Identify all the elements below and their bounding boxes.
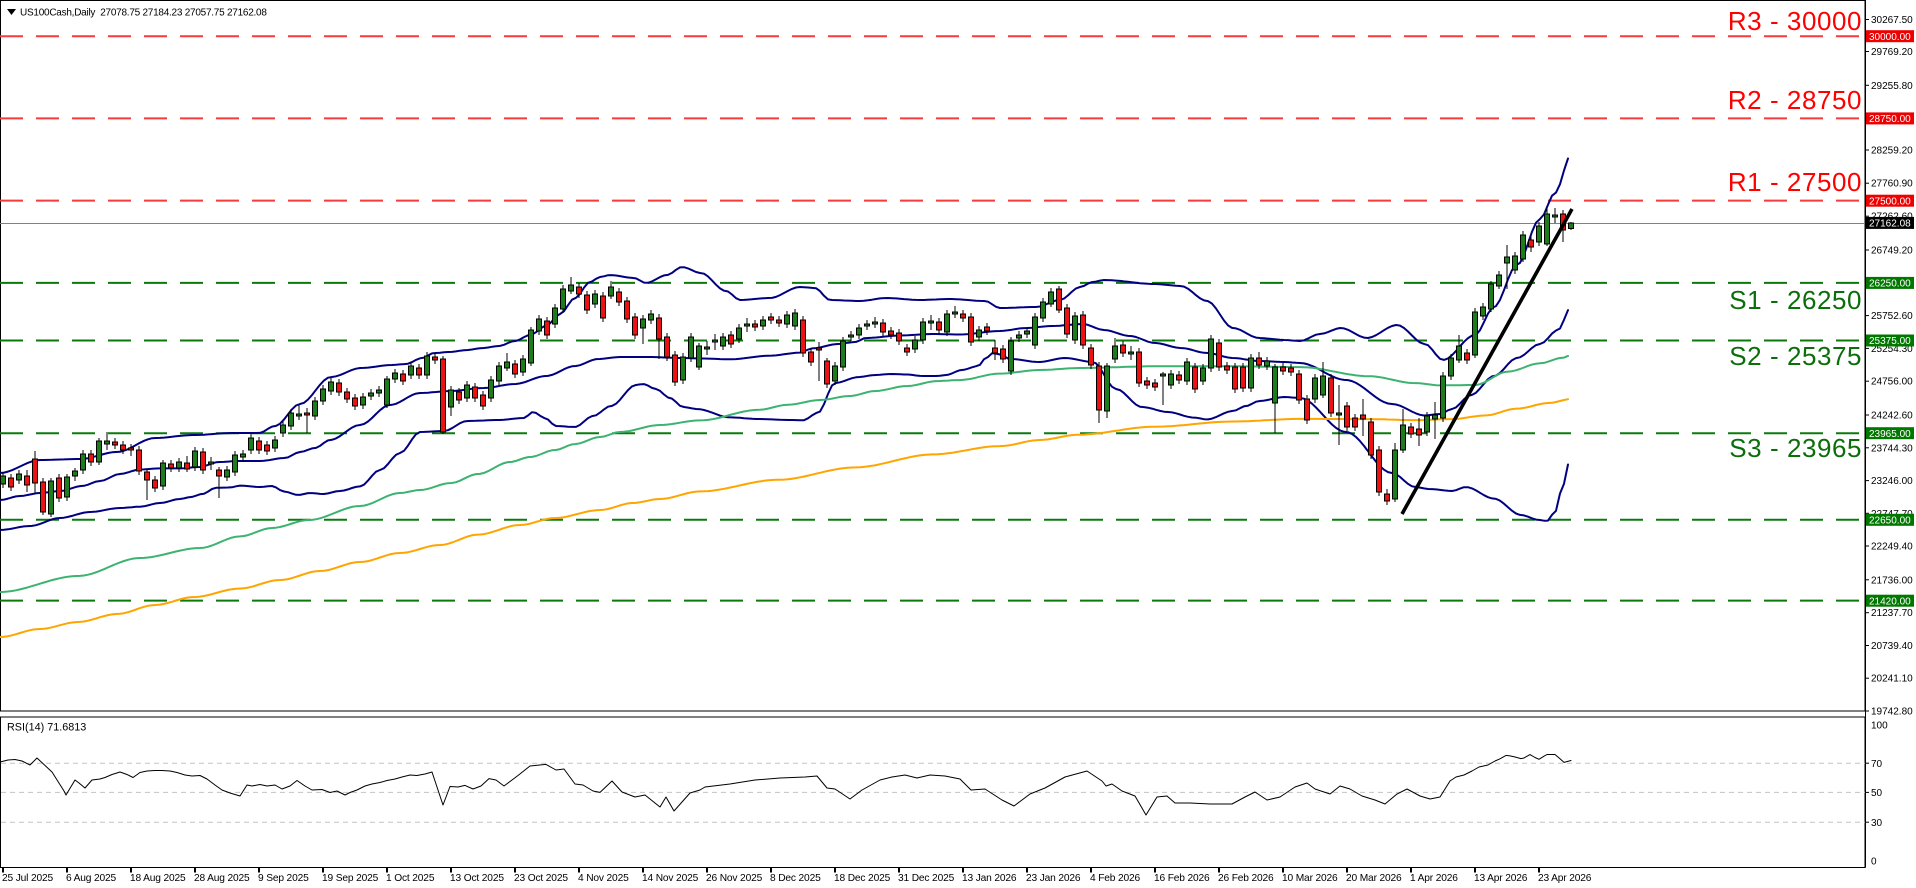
- svg-text:23965.00: 23965.00: [1869, 429, 1911, 440]
- svg-text:21237.70: 21237.70: [1871, 608, 1913, 619]
- svg-text:R3 - 30000: R3 - 30000: [1728, 6, 1862, 36]
- svg-text:20739.40: 20739.40: [1871, 641, 1913, 652]
- svg-text:13 Apr 2026: 13 Apr 2026: [1474, 873, 1528, 884]
- svg-text:RSI(14) 71.6813: RSI(14) 71.6813: [7, 722, 86, 734]
- svg-text:26 Feb 2026: 26 Feb 2026: [1218, 873, 1274, 884]
- svg-text:23 Oct 2025: 23 Oct 2025: [514, 873, 568, 884]
- svg-text:1 Oct 2025: 1 Oct 2025: [386, 873, 435, 884]
- svg-text:24756.00: 24756.00: [1871, 377, 1913, 388]
- svg-text:S3 - 23965: S3 - 23965: [1729, 433, 1862, 463]
- svg-text:13 Oct 2025: 13 Oct 2025: [450, 873, 504, 884]
- svg-text:24242.60: 24242.60: [1871, 411, 1913, 422]
- svg-text:70: 70: [1871, 759, 1883, 770]
- svg-text:R1 - 27500: R1 - 27500: [1728, 167, 1862, 197]
- svg-text:4 Nov 2025: 4 Nov 2025: [578, 873, 629, 884]
- svg-text:20 Mar 2026: 20 Mar 2026: [1346, 873, 1402, 884]
- svg-text:20241.10: 20241.10: [1871, 674, 1913, 685]
- svg-text:28 Aug 2025: 28 Aug 2025: [194, 873, 250, 884]
- svg-text:28750.00: 28750.00: [1869, 114, 1911, 125]
- svg-text:S2 - 25375: S2 - 25375: [1729, 341, 1862, 371]
- svg-text:100: 100: [1871, 721, 1888, 732]
- svg-text:30: 30: [1871, 818, 1883, 829]
- svg-text:25375.00: 25375.00: [1869, 336, 1911, 347]
- svg-text:18 Aug 2025: 18 Aug 2025: [130, 873, 186, 884]
- svg-text:8 Dec 2025: 8 Dec 2025: [770, 873, 821, 884]
- svg-text:10 Mar 2026: 10 Mar 2026: [1282, 873, 1338, 884]
- svg-text:30000.00: 30000.00: [1869, 32, 1911, 43]
- svg-text:50: 50: [1871, 788, 1883, 799]
- svg-text:19742.80: 19742.80: [1871, 707, 1913, 718]
- svg-text:28259.20: 28259.20: [1871, 146, 1913, 157]
- svg-text:31 Dec 2025: 31 Dec 2025: [898, 873, 955, 884]
- svg-text:0: 0: [1871, 856, 1877, 867]
- svg-text:18 Dec 2025: 18 Dec 2025: [834, 873, 891, 884]
- svg-text:25 Jul 2025: 25 Jul 2025: [2, 873, 54, 884]
- svg-text:13 Jan 2026: 13 Jan 2026: [962, 873, 1017, 884]
- svg-text:22249.40: 22249.40: [1871, 542, 1913, 553]
- svg-text:27500.00: 27500.00: [1869, 196, 1911, 207]
- svg-text:R2 - 28750: R2 - 28750: [1728, 85, 1862, 115]
- svg-text:6 Aug 2025: 6 Aug 2025: [66, 873, 117, 884]
- svg-text:23 Apr 2026: 23 Apr 2026: [1538, 873, 1592, 884]
- svg-text:29769.20: 29769.20: [1871, 47, 1913, 58]
- svg-text:26749.20: 26749.20: [1871, 246, 1913, 257]
- svg-text:14 Nov 2025: 14 Nov 2025: [642, 873, 699, 884]
- svg-text:US100Cash,Daily 27078.75 2718: US100Cash,Daily 27078.75 27184.23 27057.…: [20, 7, 267, 18]
- svg-text:25752.60: 25752.60: [1871, 311, 1913, 322]
- svg-text:23744.30: 23744.30: [1871, 443, 1913, 454]
- svg-text:S1 - 26250: S1 - 26250: [1729, 285, 1862, 315]
- svg-text:22650.00: 22650.00: [1869, 516, 1911, 527]
- svg-text:4 Feb 2026: 4 Feb 2026: [1090, 873, 1141, 884]
- svg-text:30267.50: 30267.50: [1871, 15, 1913, 26]
- svg-text:16 Feb 2026: 16 Feb 2026: [1154, 873, 1210, 884]
- svg-text:19 Sep 2025: 19 Sep 2025: [322, 873, 379, 884]
- svg-text:23 Jan 2026: 23 Jan 2026: [1026, 873, 1081, 884]
- svg-text:26250.00: 26250.00: [1869, 279, 1911, 290]
- svg-text:21736.00: 21736.00: [1871, 575, 1913, 586]
- svg-text:21420.00: 21420.00: [1869, 596, 1911, 607]
- svg-text:26 Nov 2025: 26 Nov 2025: [706, 873, 763, 884]
- svg-text:25254.30: 25254.30: [1871, 344, 1913, 355]
- svg-text:23246.00: 23246.00: [1871, 476, 1913, 487]
- svg-text:9 Sep 2025: 9 Sep 2025: [258, 873, 309, 884]
- svg-text:27760.90: 27760.90: [1871, 179, 1913, 190]
- svg-text:1 Apr 2026: 1 Apr 2026: [1410, 873, 1458, 884]
- svg-text:27162.08: 27162.08: [1869, 219, 1911, 230]
- svg-text:29255.80: 29255.80: [1871, 81, 1913, 92]
